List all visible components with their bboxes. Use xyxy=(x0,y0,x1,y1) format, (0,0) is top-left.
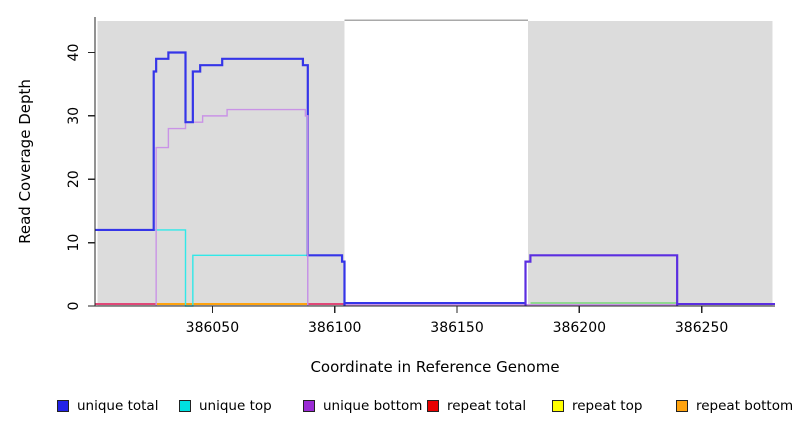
legend: unique total unique top unique bottom re… xyxy=(0,396,792,422)
unique-bottom-swatch xyxy=(303,400,315,412)
y-tick-label: 30 xyxy=(66,107,82,125)
x-tick-label: 386250 xyxy=(675,320,728,336)
y-tick-label: 40 xyxy=(66,44,82,62)
y-axis-title: Read Coverage Depth xyxy=(16,79,34,244)
legend-label: unique total xyxy=(77,398,159,414)
legend-item-repeat-top: repeat top xyxy=(552,398,642,414)
repeat-bottom-swatch xyxy=(676,400,688,412)
right-plateau-blue-purple xyxy=(524,254,679,306)
legend-item-repeat-total: repeat total xyxy=(427,398,526,414)
repeat-total-swatch xyxy=(427,400,439,412)
legend-label: repeat bottom xyxy=(696,398,792,414)
y-tick-label: 0 xyxy=(66,302,82,311)
x-tick-label: 386200 xyxy=(553,320,606,336)
y-tick-label: 10 xyxy=(66,234,82,252)
legend-label: unique top xyxy=(199,398,272,414)
repeat-top-swatch xyxy=(552,400,564,412)
legend-item-repeat-bottom: repeat bottom xyxy=(676,398,792,414)
unique-bottom-drop-overlay xyxy=(305,115,309,306)
unique-total-swatch xyxy=(57,400,69,412)
unique-top-swatch xyxy=(179,400,191,412)
x-tick-label: 386050 xyxy=(186,320,239,336)
legend-item-unique-total: unique total xyxy=(57,398,158,414)
legend-item-unique-top: unique top xyxy=(179,398,272,414)
legend-item-unique-bottom: unique bottom xyxy=(303,398,422,414)
legend-label: unique bottom xyxy=(323,398,423,414)
x-axis-title: Coordinate in Reference Genome xyxy=(310,358,559,376)
x-tick-label: 386100 xyxy=(308,320,361,336)
shaded-region xyxy=(97,21,345,306)
x-tick-label: 386150 xyxy=(430,320,483,336)
legend-label: repeat total xyxy=(447,398,527,414)
shaded-region xyxy=(527,21,773,306)
unique-total-line xyxy=(95,51,346,306)
legend-label: repeat top xyxy=(572,398,643,414)
unique-bottom-line xyxy=(155,108,309,306)
y-tick-label: 20 xyxy=(66,170,82,188)
